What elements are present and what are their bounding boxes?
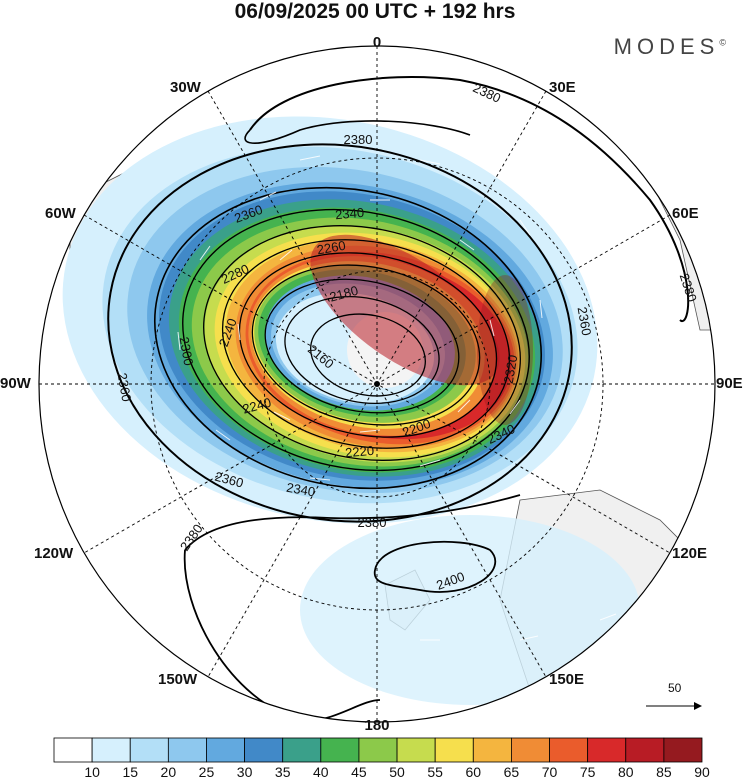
contour-label: 2320	[501, 354, 521, 385]
colorbar-tick-label: 65	[503, 764, 520, 780]
colorbar-tick-label: 70	[541, 764, 558, 780]
colorbar-swatch	[206, 737, 245, 763]
colorbar-swatch	[587, 737, 627, 763]
contour-label: 2180	[328, 283, 360, 305]
longitude-label-90e: 90E	[716, 375, 743, 392]
colorbar-tick-label: 45	[351, 764, 367, 780]
colorbar-tick-label: 60	[465, 764, 482, 780]
longitude-label-60e: 60E	[672, 205, 699, 222]
colorbar-swatch	[396, 737, 436, 763]
colorbar-swatch	[434, 737, 474, 763]
colorbar-swatch	[625, 737, 665, 763]
longitude-label-30e: 30E	[549, 79, 576, 96]
brand-name: MODES	[613, 34, 720, 59]
colorbar-tick-label: 35	[274, 764, 291, 780]
colorbar-swatch	[282, 737, 322, 763]
colorbar-tick-label: 85	[656, 764, 672, 780]
longitude-label-30w: 30W	[170, 79, 201, 96]
map-disk	[39, 46, 715, 722]
colorbar-swatch	[663, 737, 703, 763]
contour-label: 2380	[344, 132, 373, 147]
geopotential-contours	[107, 76, 690, 722]
colorbar-swatch	[167, 737, 207, 763]
colorbar-swatch	[244, 737, 284, 763]
contour-label: 2220	[345, 443, 375, 460]
colorbar-tick-label: 20	[160, 764, 177, 780]
contour-label: 2360	[213, 469, 245, 491]
longitude-label-90w: 90W	[0, 375, 31, 392]
colorbar-tick-label: 10	[84, 764, 100, 780]
colorbar-swatch	[53, 737, 93, 763]
colorbar-tick-label: 55	[427, 764, 443, 780]
colorbar-tick-label: 30	[236, 764, 253, 780]
colorbar-swatch	[129, 737, 169, 763]
colorbar-tick-label: 15	[122, 764, 139, 780]
contour-label: 2340	[285, 480, 316, 500]
wind-shading	[62, 116, 640, 705]
colorbar-tick-label: 90	[694, 764, 710, 780]
brand-mark: ©	[719, 37, 726, 48]
longitude-label-150w: 150W	[158, 671, 198, 688]
longitude-label-60w: 60W	[45, 205, 76, 222]
contour-label: 2340	[335, 205, 365, 222]
wind-reference-label: 50	[668, 681, 682, 695]
longitude-label-0: 0	[372, 34, 382, 51]
colorbar-swatch	[549, 737, 589, 763]
south-pole-marker	[374, 381, 380, 387]
contour-label: 2260	[316, 238, 347, 258]
longitude-label-180: 180	[364, 717, 390, 734]
colorbar-swatch	[320, 737, 360, 763]
colorbar-swatch	[358, 737, 398, 763]
contour-label: 2360	[575, 306, 595, 337]
wind-reference-arrow	[646, 702, 702, 710]
colorbar-tick-label: 80	[617, 764, 634, 780]
colorbar-tick-label: 75	[579, 764, 596, 780]
longitude-label-120e: 120E	[672, 545, 708, 562]
map-border	[38, 45, 716, 723]
map-title: 06/09/2025 00 UTC + 192 hrs	[234, 0, 516, 23]
colorbar-swatch	[91, 737, 131, 763]
colorbar-swatch	[472, 737, 512, 763]
colorbar-swatch	[511, 737, 550, 763]
longitude-label-120w: 120W	[34, 545, 74, 562]
brand-logo: MODES©	[614, 34, 726, 60]
colorbar-tick-label: 50	[389, 764, 405, 780]
contour-label: 2360	[115, 372, 135, 403]
contour-label: 2300	[177, 336, 197, 367]
colorbar-tick-label: 25	[198, 764, 215, 780]
contour-label: 2380	[358, 515, 387, 530]
contour-label: 2240	[241, 395, 273, 417]
wind-vectors	[177, 155, 617, 641]
colorbar	[53, 737, 703, 763]
colorbar-tick-label: 40	[313, 764, 329, 780]
longitude-label-150e: 150E	[549, 671, 585, 688]
